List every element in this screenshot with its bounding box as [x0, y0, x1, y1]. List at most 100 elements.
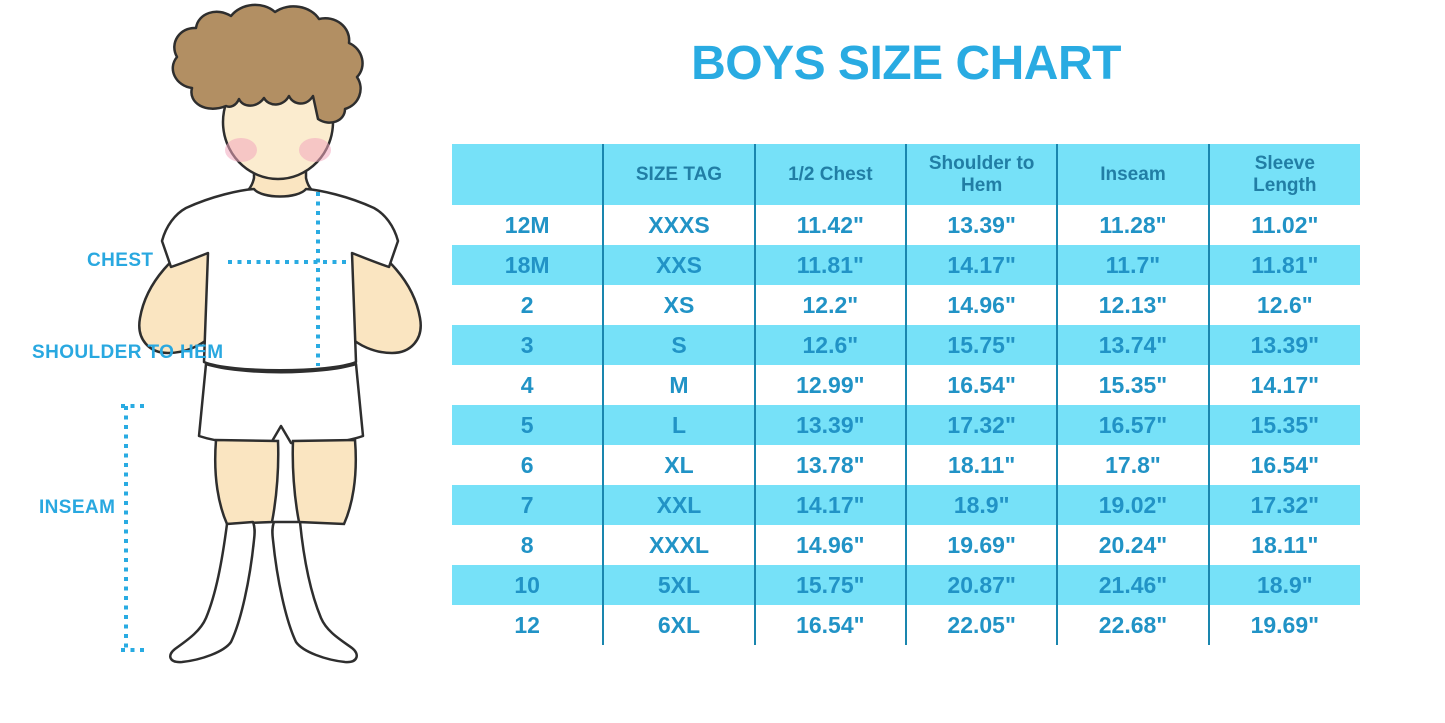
size-label-cell: 18M	[452, 245, 605, 285]
size-row: 12 6XL 16.54" 22.05" 22.68" 19.69"	[452, 605, 1360, 645]
measurement-cell: 17.8"	[1057, 445, 1210, 485]
size-row: 5 L 13.39" 17.32" 16.57" 15.35"	[452, 405, 1360, 445]
size-row: 8 XXXL 14.96" 19.69" 20.24" 18.11"	[452, 525, 1360, 565]
size-table-body: 12M XXXS 11.42" 13.39" 11.28" 11.02" 18M XXS 11.…	[452, 205, 1360, 645]
measurement-cell: 11.7"	[1057, 245, 1210, 285]
size-row: 18M XXS 11.81" 14.17" 11.7" 11.81"	[452, 245, 1360, 285]
size-row: 7 XXL 14.17" 18.9" 19.02" 17.32"	[452, 485, 1360, 525]
measurement-cell: 21.46"	[1057, 565, 1210, 605]
size-label-cell: 12M	[452, 205, 605, 245]
size-label-cell: 7	[452, 485, 605, 525]
measurement-cell: 16.54"	[754, 605, 907, 645]
measurement-cell: 12.99"	[754, 365, 907, 405]
page-title: BOYS SIZE CHART	[691, 37, 1121, 90]
measurement-cell: 20.87"	[905, 565, 1059, 605]
size-row: 10 5XL 15.75" 20.87" 21.46" 18.9"	[452, 565, 1360, 605]
measurement-cell: 19.69"	[1250, 611, 1320, 638]
measurement-cell: 15.35"	[1208, 405, 1360, 445]
boy-illustration: CHEST SHOULDER TO HEM INSEAM	[0, 0, 460, 723]
boy-left-leg	[213, 438, 280, 526]
size-label-cell: 3	[452, 325, 605, 365]
measurement-cell: XS	[603, 285, 756, 325]
measurement-cell: 13.39"	[905, 205, 1059, 245]
boy-right-sock	[271, 520, 358, 664]
measurement-cell: 16.57"	[1057, 405, 1210, 445]
boy-right-arm	[344, 236, 422, 355]
size-label-cell: 6	[452, 445, 605, 485]
boy-hair	[171, 3, 364, 124]
size-row: 4 M 12.99" 16.54" 15.35" 14.17"	[452, 365, 1360, 405]
column-header: 1/2 Chest	[754, 144, 907, 205]
boy-left-arm	[138, 236, 216, 355]
measurement-cell: 19.69"	[905, 525, 1059, 565]
measurement-cell: 18.9"	[1208, 565, 1360, 605]
size-label-cell: 8	[452, 525, 605, 565]
measurement-cell: 11.28"	[1057, 205, 1210, 245]
measurement-cell: 6XL	[603, 605, 756, 645]
size-label-cell: 4	[452, 365, 605, 405]
measurement-cell: 15.75"	[905, 325, 1059, 365]
size-row: 12M XXXS 11.42" 13.39" 11.28" 11.02"	[452, 205, 1360, 245]
measurement-cell: 14.17"	[1250, 371, 1320, 398]
measurement-cell: 18.11"	[905, 445, 1059, 485]
measurement-cell: 17.32"	[905, 405, 1059, 445]
measurement-cell: 14.96"	[905, 285, 1059, 325]
boy-shirt	[160, 187, 400, 372]
size-table-header: SIZE TAG 1/2 Chest Shoulder to Hem Inseam Sl…	[452, 144, 1360, 205]
boy-right-blush	[299, 138, 331, 162]
column-header: Sleeve Length	[1208, 144, 1360, 205]
measurement-cell: 14.17"	[754, 485, 907, 525]
boy-right-leg	[291, 438, 358, 526]
measurement-cell: 14.17"	[905, 245, 1059, 285]
column-header: Shoulder to Hem	[905, 144, 1059, 205]
size-label-cell: 12	[452, 605, 605, 645]
column-header	[452, 144, 605, 205]
measurement-cell: XXXL	[603, 525, 756, 565]
boy-shorts	[197, 362, 365, 445]
measurement-cell: 11.42"	[754, 205, 907, 245]
chest-label: CHEST	[87, 250, 154, 271]
measurement-cell: 15.75"	[754, 565, 907, 605]
measurement-cell: 14.96"	[754, 525, 907, 565]
measurement-cell: 19.02"	[1057, 485, 1210, 525]
measurement-cell: 12.13"	[1057, 285, 1210, 325]
measurement-cell: S	[603, 325, 756, 365]
measurement-cell: 13.74"	[1057, 325, 1210, 365]
header-row: SIZE TAG 1/2 Chest Shoulder to Hem Inseam Sl…	[452, 144, 1360, 205]
shoulder-to-hem-label: SHOULDER TO HEM	[32, 342, 224, 363]
measurement-cell: 18.11"	[1251, 531, 1319, 558]
measurement-cell: 11.81"	[1208, 245, 1360, 285]
size-table: SIZE TAG 1/2 Chest Shoulder to Hem Inseam Sl…	[452, 144, 1360, 645]
size-row: 6 XL 13.78" 18.11" 17.8" 16.54"	[452, 445, 1360, 485]
size-row: 3 S 12.6" 15.75" 13.74" 13.39"	[452, 325, 1360, 365]
measurement-cell: 18.9"	[905, 485, 1059, 525]
measurement-cell: 15.35"	[1057, 365, 1210, 405]
measurement-cell: 11.81"	[754, 245, 907, 285]
measurement-cell: 12.6"	[1256, 291, 1313, 318]
boy-left-blush	[225, 138, 257, 162]
measurement-cell: 12.2"	[754, 285, 907, 325]
measurement-cell: 11.02"	[1251, 211, 1319, 238]
size-label-cell: 5	[452, 405, 605, 445]
size-row: 2 XS 12.2" 14.96" 12.13" 12.6"	[452, 285, 1360, 325]
measurement-cell: XL	[603, 445, 756, 485]
column-header: SIZE TAG	[603, 144, 756, 205]
measurement-cell: 22.05"	[905, 605, 1059, 645]
measurement-cell: 13.39"	[1208, 325, 1360, 365]
column-header: Inseam	[1057, 144, 1210, 205]
boy-left-sock	[169, 520, 256, 664]
measurement-cell: 13.39"	[754, 405, 907, 445]
size-label-cell: 2	[452, 285, 605, 325]
measurement-cell: 5XL	[603, 565, 756, 605]
measurement-cell: XXL	[603, 485, 756, 525]
measurement-cell: XXXS	[603, 205, 756, 245]
measurement-cell: 17.32"	[1208, 485, 1360, 525]
size-label-cell: 10	[452, 565, 605, 605]
measurement-cell: 12.6"	[754, 325, 907, 365]
inseam-label: INSEAM	[39, 497, 116, 518]
measurement-cell: XXS	[603, 245, 756, 285]
measurement-cell: M	[603, 365, 756, 405]
boy-figure-svg	[121, 3, 422, 664]
measurement-cell: 16.54"	[905, 365, 1059, 405]
